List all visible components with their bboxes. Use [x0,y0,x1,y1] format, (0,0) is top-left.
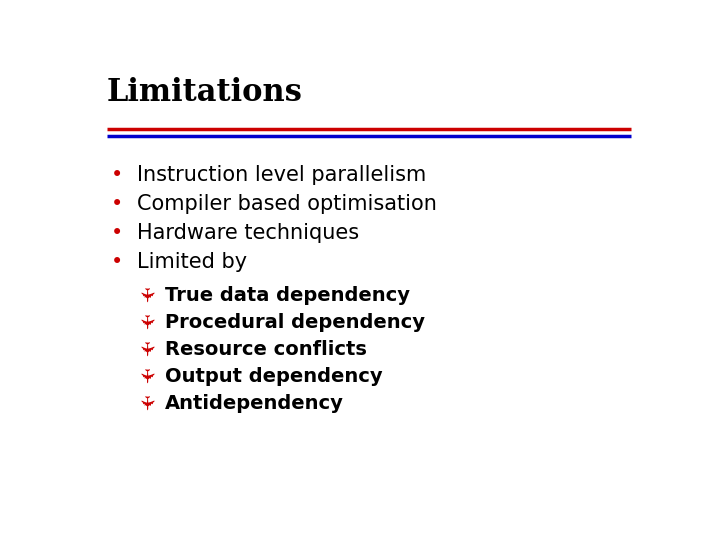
Text: Limitations: Limitations [107,77,302,109]
Text: Compiler based optimisation: Compiler based optimisation [138,194,437,214]
Text: ✈: ✈ [135,314,154,331]
Text: Limited by: Limited by [138,252,248,272]
Text: ✈: ✈ [135,368,154,385]
Text: Instruction level parallelism: Instruction level parallelism [138,165,427,185]
Text: True data dependency: True data dependency [166,286,410,305]
Text: Resource conflicts: Resource conflicts [166,340,367,359]
Text: •: • [111,223,123,243]
Text: •: • [111,165,123,185]
Text: •: • [111,194,123,214]
Text: Hardware techniques: Hardware techniques [138,223,359,243]
Text: ✈: ✈ [135,287,154,304]
Text: Output dependency: Output dependency [166,367,383,386]
Text: ✈: ✈ [135,341,154,358]
Text: Antidependency: Antidependency [166,394,344,413]
Text: Procedural dependency: Procedural dependency [166,313,426,332]
Text: ✈: ✈ [135,395,154,412]
Text: •: • [111,252,123,272]
